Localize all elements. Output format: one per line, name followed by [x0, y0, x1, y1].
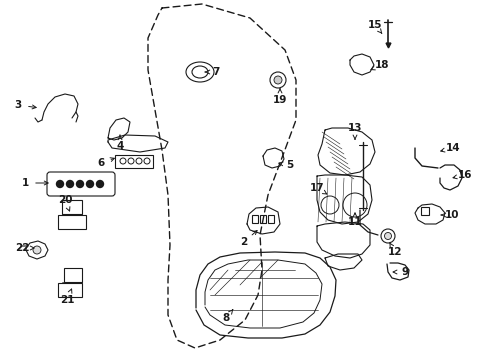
Ellipse shape — [185, 62, 214, 82]
Circle shape — [33, 246, 41, 254]
Bar — [62, 200, 82, 214]
Circle shape — [384, 233, 391, 239]
Circle shape — [66, 180, 73, 188]
Circle shape — [143, 158, 150, 164]
Text: 7: 7 — [212, 67, 219, 77]
Circle shape — [96, 180, 103, 188]
Text: 5: 5 — [286, 160, 293, 170]
Text: 15: 15 — [367, 20, 382, 30]
Circle shape — [342, 193, 366, 217]
Bar — [58, 215, 86, 229]
Circle shape — [86, 180, 93, 188]
Text: 18: 18 — [374, 60, 388, 70]
Circle shape — [269, 72, 285, 88]
Text: 16: 16 — [457, 170, 471, 180]
Text: 1: 1 — [21, 178, 29, 188]
FancyBboxPatch shape — [47, 172, 115, 196]
Circle shape — [136, 158, 142, 164]
Circle shape — [380, 229, 394, 243]
Circle shape — [320, 196, 338, 214]
Circle shape — [76, 180, 83, 188]
Bar — [260, 215, 265, 223]
Text: 9: 9 — [401, 267, 408, 277]
Ellipse shape — [192, 66, 207, 78]
Bar — [64, 268, 82, 282]
Text: 4: 4 — [116, 141, 123, 151]
Text: 12: 12 — [387, 247, 402, 257]
Text: 6: 6 — [97, 158, 104, 168]
Bar — [58, 283, 82, 297]
Text: 19: 19 — [272, 95, 286, 105]
Text: 17: 17 — [309, 183, 324, 193]
Text: 8: 8 — [222, 313, 229, 323]
Circle shape — [273, 76, 282, 84]
Text: 22: 22 — [15, 243, 29, 253]
Bar — [420, 207, 428, 215]
Text: 21: 21 — [60, 295, 74, 305]
Bar — [251, 215, 258, 223]
Text: 10: 10 — [444, 210, 458, 220]
Circle shape — [120, 158, 126, 164]
Text: 11: 11 — [347, 217, 362, 227]
Text: 20: 20 — [58, 195, 72, 205]
Text: 14: 14 — [445, 143, 459, 153]
Text: 3: 3 — [14, 100, 21, 110]
Circle shape — [57, 180, 63, 188]
Bar — [115, 155, 153, 168]
Text: 13: 13 — [347, 123, 362, 133]
Bar — [267, 215, 273, 223]
Circle shape — [128, 158, 134, 164]
Text: 2: 2 — [240, 237, 247, 247]
